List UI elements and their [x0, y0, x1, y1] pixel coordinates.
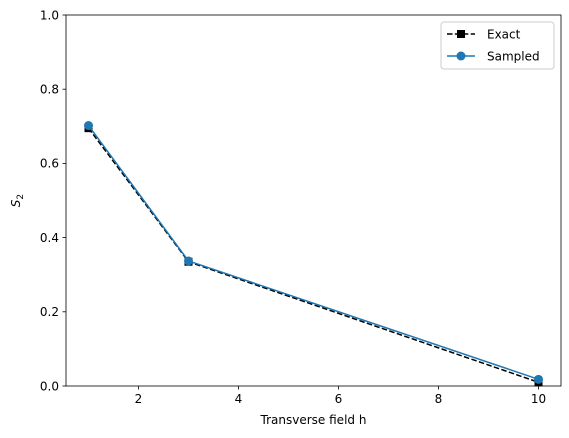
legend: Exact Sampled	[440, 21, 555, 70]
y-tick-label: 0.2	[40, 305, 59, 319]
data-point-sampled	[184, 256, 193, 266]
series-layer	[84, 121, 543, 387]
plot-frame	[65, 14, 562, 387]
legend-marker-exact	[457, 30, 465, 38]
x-axis-label: Transverse field h	[260, 413, 367, 427]
legend-label-sampled: Sampled	[487, 49, 540, 63]
y-tick-label: 0.4	[40, 231, 59, 245]
y-tick-label: 0.8	[40, 83, 59, 97]
data-point-sampled	[84, 121, 93, 131]
x-tick-label: 2	[135, 392, 143, 406]
legend-marker-sampled	[456, 51, 466, 61]
y-tick-label: 1.0	[40, 8, 59, 22]
data-point-sampled	[534, 374, 543, 384]
y-axis-label-main: S	[9, 199, 23, 207]
axes-layer: 2 4 6 8 10 0.0 0.2 0.4 0.6 0.8 1.0	[40, 8, 562, 406]
x-tick-label: 10	[531, 392, 546, 406]
x-tick-label: 6	[335, 392, 343, 406]
x-tick-label: 8	[435, 392, 443, 406]
y-axis-label: S2	[9, 194, 26, 207]
y-tick-label: 0.0	[40, 379, 59, 393]
legend-label-exact: Exact	[487, 27, 521, 41]
legend-frame	[440, 21, 555, 70]
x-tick-label: 4	[235, 392, 243, 406]
y-axis-label-subscript: 2	[16, 194, 26, 200]
y-tick-label: 0.6	[40, 157, 59, 171]
